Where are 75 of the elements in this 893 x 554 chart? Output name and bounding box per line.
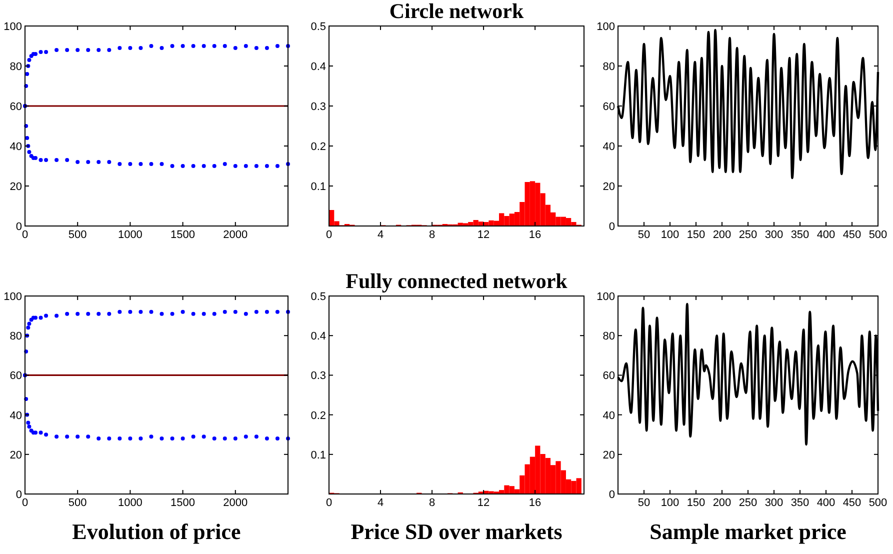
chart-title: Circle network [389, 0, 524, 23]
y-tick-label: 100 [4, 21, 22, 33]
x-axis-title: Price SD over markets [350, 519, 563, 544]
x-tick-label: 400 [816, 229, 836, 241]
y-tick-label: 0.1 [310, 449, 326, 462]
y-tick-label: 80 [602, 330, 615, 343]
y-tick-label: 60 [10, 370, 22, 382]
x-tick-label: 1500 [170, 497, 196, 509]
y-tick-label: 40 [10, 141, 22, 153]
y-tick-label: 60 [602, 101, 615, 113]
x-tick-label: 500 [868, 497, 888, 509]
y-tick-label: 0 [16, 489, 22, 501]
x-tick-label: 300 [764, 229, 784, 241]
y-tick-label: 100 [596, 291, 615, 303]
x-axis-title: Sample market price [650, 519, 847, 544]
y-tick-label: 0 [16, 221, 22, 233]
y-tick-label: 0.2 [310, 410, 326, 422]
x-tick-label: 200 [712, 497, 732, 509]
x-tick-label: 2000 [223, 229, 248, 241]
x-tick-label: 16 [528, 229, 542, 241]
x-tick-label: 500 [868, 229, 888, 241]
y-tick-label: 0.5 [310, 291, 326, 303]
y-tick-label: 0 [608, 489, 615, 501]
y-tick-label: 60 [10, 101, 22, 113]
x-tick-label: 350 [790, 229, 810, 241]
x-tick-label: 250 [738, 497, 758, 509]
y-tick-label: 100 [4, 291, 22, 303]
x-tick-label: 1500 [170, 229, 196, 241]
x-tick-label: 50 [638, 229, 650, 241]
y-tick-label: 40 [10, 410, 22, 422]
x-tick-label: 300 [764, 497, 784, 509]
y-tick-label: 80 [10, 61, 22, 73]
y-tick-label: 0.4 [310, 61, 326, 73]
x-tick-label: 1000 [118, 229, 142, 241]
y-tick-label: 0.3 [310, 370, 326, 382]
y-tick-label: 0.4 [310, 330, 326, 343]
x-axis-title: Evolution of price [72, 519, 242, 544]
y-tick-label: 80 [602, 61, 615, 73]
y-tick-label: 60 [602, 370, 615, 382]
y-tick-label: 20 [602, 181, 615, 193]
y-tick-label: 20 [602, 449, 615, 462]
y-tick-label: 0.5 [310, 21, 326, 33]
x-tick-label: 1000 [118, 497, 142, 509]
y-tick-label: 40 [602, 141, 615, 153]
chart-title: Fully connected network [346, 269, 568, 293]
x-tick-label: 250 [738, 229, 758, 241]
x-tick-label: 4 [377, 497, 384, 509]
x-tick-label: 8 [428, 229, 436, 241]
x-tick-label: 8 [428, 497, 436, 509]
x-tick-label: 16 [528, 497, 542, 509]
x-tick-label: 100 [660, 229, 680, 241]
x-tick-label: 150 [686, 229, 706, 241]
x-tick-label: 350 [790, 497, 810, 509]
x-tick-label: 400 [816, 497, 836, 509]
y-tick-label: 100 [596, 21, 615, 33]
x-tick-label: 4 [377, 229, 384, 241]
x-tick-label: 450 [842, 229, 862, 241]
y-tick-label: 40 [602, 410, 615, 422]
y-tick-label: 0 [608, 221, 615, 233]
y-tick-label: 20 [10, 181, 22, 193]
x-tick-label: 100 [660, 497, 680, 509]
y-tick-label: 0.2 [310, 141, 326, 153]
y-tick-label: 0.1 [310, 181, 326, 193]
x-tick-label: 200 [712, 229, 732, 241]
x-tick-label: 12 [477, 229, 490, 241]
y-tick-label: 0.3 [310, 101, 326, 113]
x-tick-label: 150 [686, 497, 706, 509]
x-tick-label: 500 [68, 229, 87, 241]
x-tick-label: 450 [842, 497, 862, 509]
y-tick-label: 20 [10, 449, 22, 462]
x-tick-label: 50 [638, 497, 650, 509]
x-tick-label: 12 [477, 497, 490, 509]
x-tick-label: 500 [68, 497, 87, 509]
x-tick-label: 2000 [223, 497, 248, 509]
y-tick-label: 80 [10, 330, 22, 343]
